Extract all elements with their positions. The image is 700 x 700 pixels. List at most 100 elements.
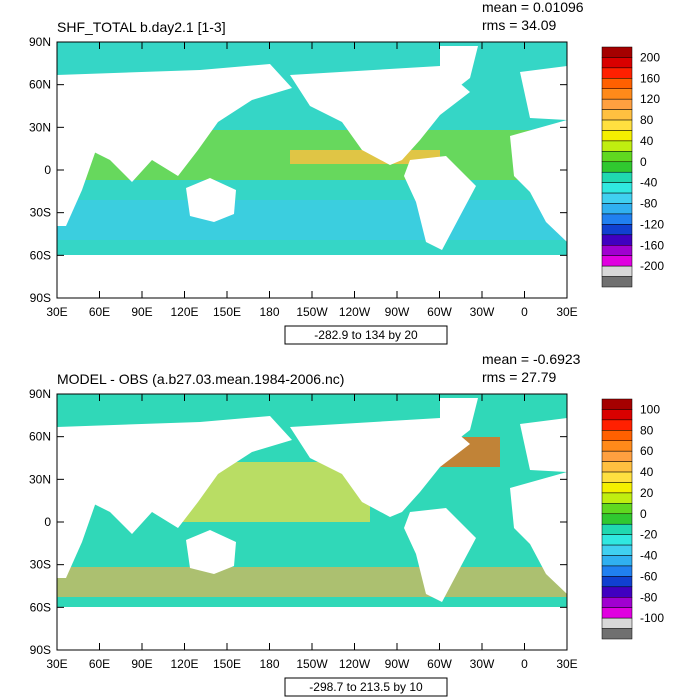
lon-label: 150W	[296, 657, 328, 671]
lat-label: 90S	[30, 291, 51, 305]
colorbar-label: -60	[640, 569, 658, 583]
mean-stat: mean = -0.6923	[482, 351, 581, 367]
colorbar-box	[601, 203, 633, 215]
colorbar-box	[601, 440, 633, 452]
lon-label: 60E	[89, 657, 110, 671]
colorbar-box	[601, 119, 633, 131]
colorbar-box	[601, 409, 633, 421]
colorbar-box	[601, 430, 633, 441]
colorbar-box	[601, 450, 633, 462]
colorbar-label: -100	[640, 611, 664, 625]
colorbar-box	[601, 461, 633, 473]
colorbar-box	[601, 192, 633, 204]
colorbar-label: -120	[640, 217, 664, 231]
colorbar-box	[601, 57, 633, 69]
colorbar-box	[601, 597, 633, 608]
lon-label: 60E	[89, 305, 110, 319]
lon-label: 30E	[46, 305, 67, 319]
range-label: -298.7 to 213.5 by 10	[309, 680, 423, 694]
lon-label: 180	[259, 305, 279, 319]
lat-label: 30S	[30, 206, 51, 220]
colorbar-box	[601, 67, 633, 79]
colorbar-label: 20	[640, 486, 654, 500]
colorbar-label: -80	[640, 197, 658, 211]
colorbar-box	[601, 276, 633, 288]
lon-label: 0	[521, 305, 528, 319]
lon-label: 90E	[131, 657, 152, 671]
colorbar-box	[601, 130, 633, 142]
colorbar-label: -200	[640, 259, 664, 273]
lat-label: 0	[44, 515, 51, 529]
colorbar-box	[601, 151, 633, 163]
colorbar-box	[601, 245, 633, 256]
lon-label: 90W	[385, 657, 410, 671]
lon-label: 120W	[339, 657, 371, 671]
colorbar-box	[601, 46, 633, 58]
colorbar-label: 40	[640, 134, 654, 148]
colorbar-label: 160	[640, 71, 660, 85]
colorbar-box	[601, 544, 633, 556]
lon-label: 120E	[170, 305, 198, 319]
lon-label: 180	[259, 657, 279, 671]
lat-label: 30N	[29, 120, 51, 134]
colorbar-label: 200	[640, 50, 660, 64]
colorbar-box	[601, 555, 633, 567]
range-box	[284, 677, 448, 697]
map-field	[57, 567, 567, 597]
colorbar-box	[601, 182, 633, 194]
colorbar-box	[601, 140, 633, 152]
mean-stat: mean = 0.01096	[482, 0, 584, 15]
lon-label: 30W	[470, 305, 495, 319]
lon-label: 90E	[131, 305, 152, 319]
colorbar-box	[601, 492, 633, 504]
panel: MODEL - OBS (a.b27.03.mean.1984-2006.nc)…	[29, 351, 664, 697]
lat-label: 60N	[29, 430, 51, 444]
colorbar-box	[601, 513, 633, 525]
colorbar-label: 80	[640, 423, 654, 437]
colorbar-box	[601, 161, 633, 173]
colorbar-box	[601, 78, 633, 89]
colorbar-label: 0	[640, 507, 647, 521]
colorbar-box	[601, 98, 633, 110]
lon-label: 150E	[213, 657, 241, 671]
lon-label: 150E	[213, 305, 241, 319]
lon-label: 30W	[470, 657, 495, 671]
colorbar-box	[601, 471, 633, 483]
lat-label: 90S	[30, 643, 51, 657]
lon-label: 90W	[385, 305, 410, 319]
colorbar-box	[601, 109, 633, 121]
panel: SHF_TOTAL b.day2.1 [1-3] mean = 0.01096 rm…	[29, 0, 664, 345]
colorbar-box	[601, 234, 633, 246]
lon-label: 120W	[339, 305, 371, 319]
colorbar-box	[601, 213, 633, 225]
lon-label: 60W	[427, 305, 452, 319]
colorbar-box	[601, 523, 633, 535]
lat-label: 90N	[29, 387, 51, 401]
colorbar-box	[601, 88, 633, 100]
colorbar-box	[601, 255, 633, 267]
colorbar-label: -160	[640, 238, 664, 252]
colorbar-label: 100	[640, 402, 660, 416]
lon-label: 30E	[46, 657, 67, 671]
range-label: -282.9 to 134 by 20	[314, 328, 418, 342]
rms-stat: rms = 34.09	[482, 17, 557, 33]
colorbar-box	[601, 576, 633, 588]
lon-label: 0	[521, 657, 528, 671]
lat-label: 60S	[30, 248, 51, 262]
lon-label: 120E	[170, 657, 198, 671]
colorbar-label: -40	[640, 549, 658, 563]
lat-label: 30N	[29, 472, 51, 486]
colorbar-label: 80	[640, 113, 654, 127]
colorbar-label: 120	[640, 92, 660, 106]
panel-title: MODEL - OBS (a.b27.03.mean.1984-2006.nc)	[57, 371, 344, 387]
colorbar-label: 60	[640, 444, 654, 458]
colorbar-label: 40	[640, 465, 654, 479]
map-field	[57, 200, 567, 240]
colorbar-label: 0	[640, 155, 647, 169]
rms-stat: rms = 27.79	[482, 369, 557, 385]
range-box	[284, 325, 448, 345]
lat-label: 90N	[29, 35, 51, 49]
colorbar-box	[601, 565, 633, 577]
colorbar-box	[601, 398, 633, 410]
